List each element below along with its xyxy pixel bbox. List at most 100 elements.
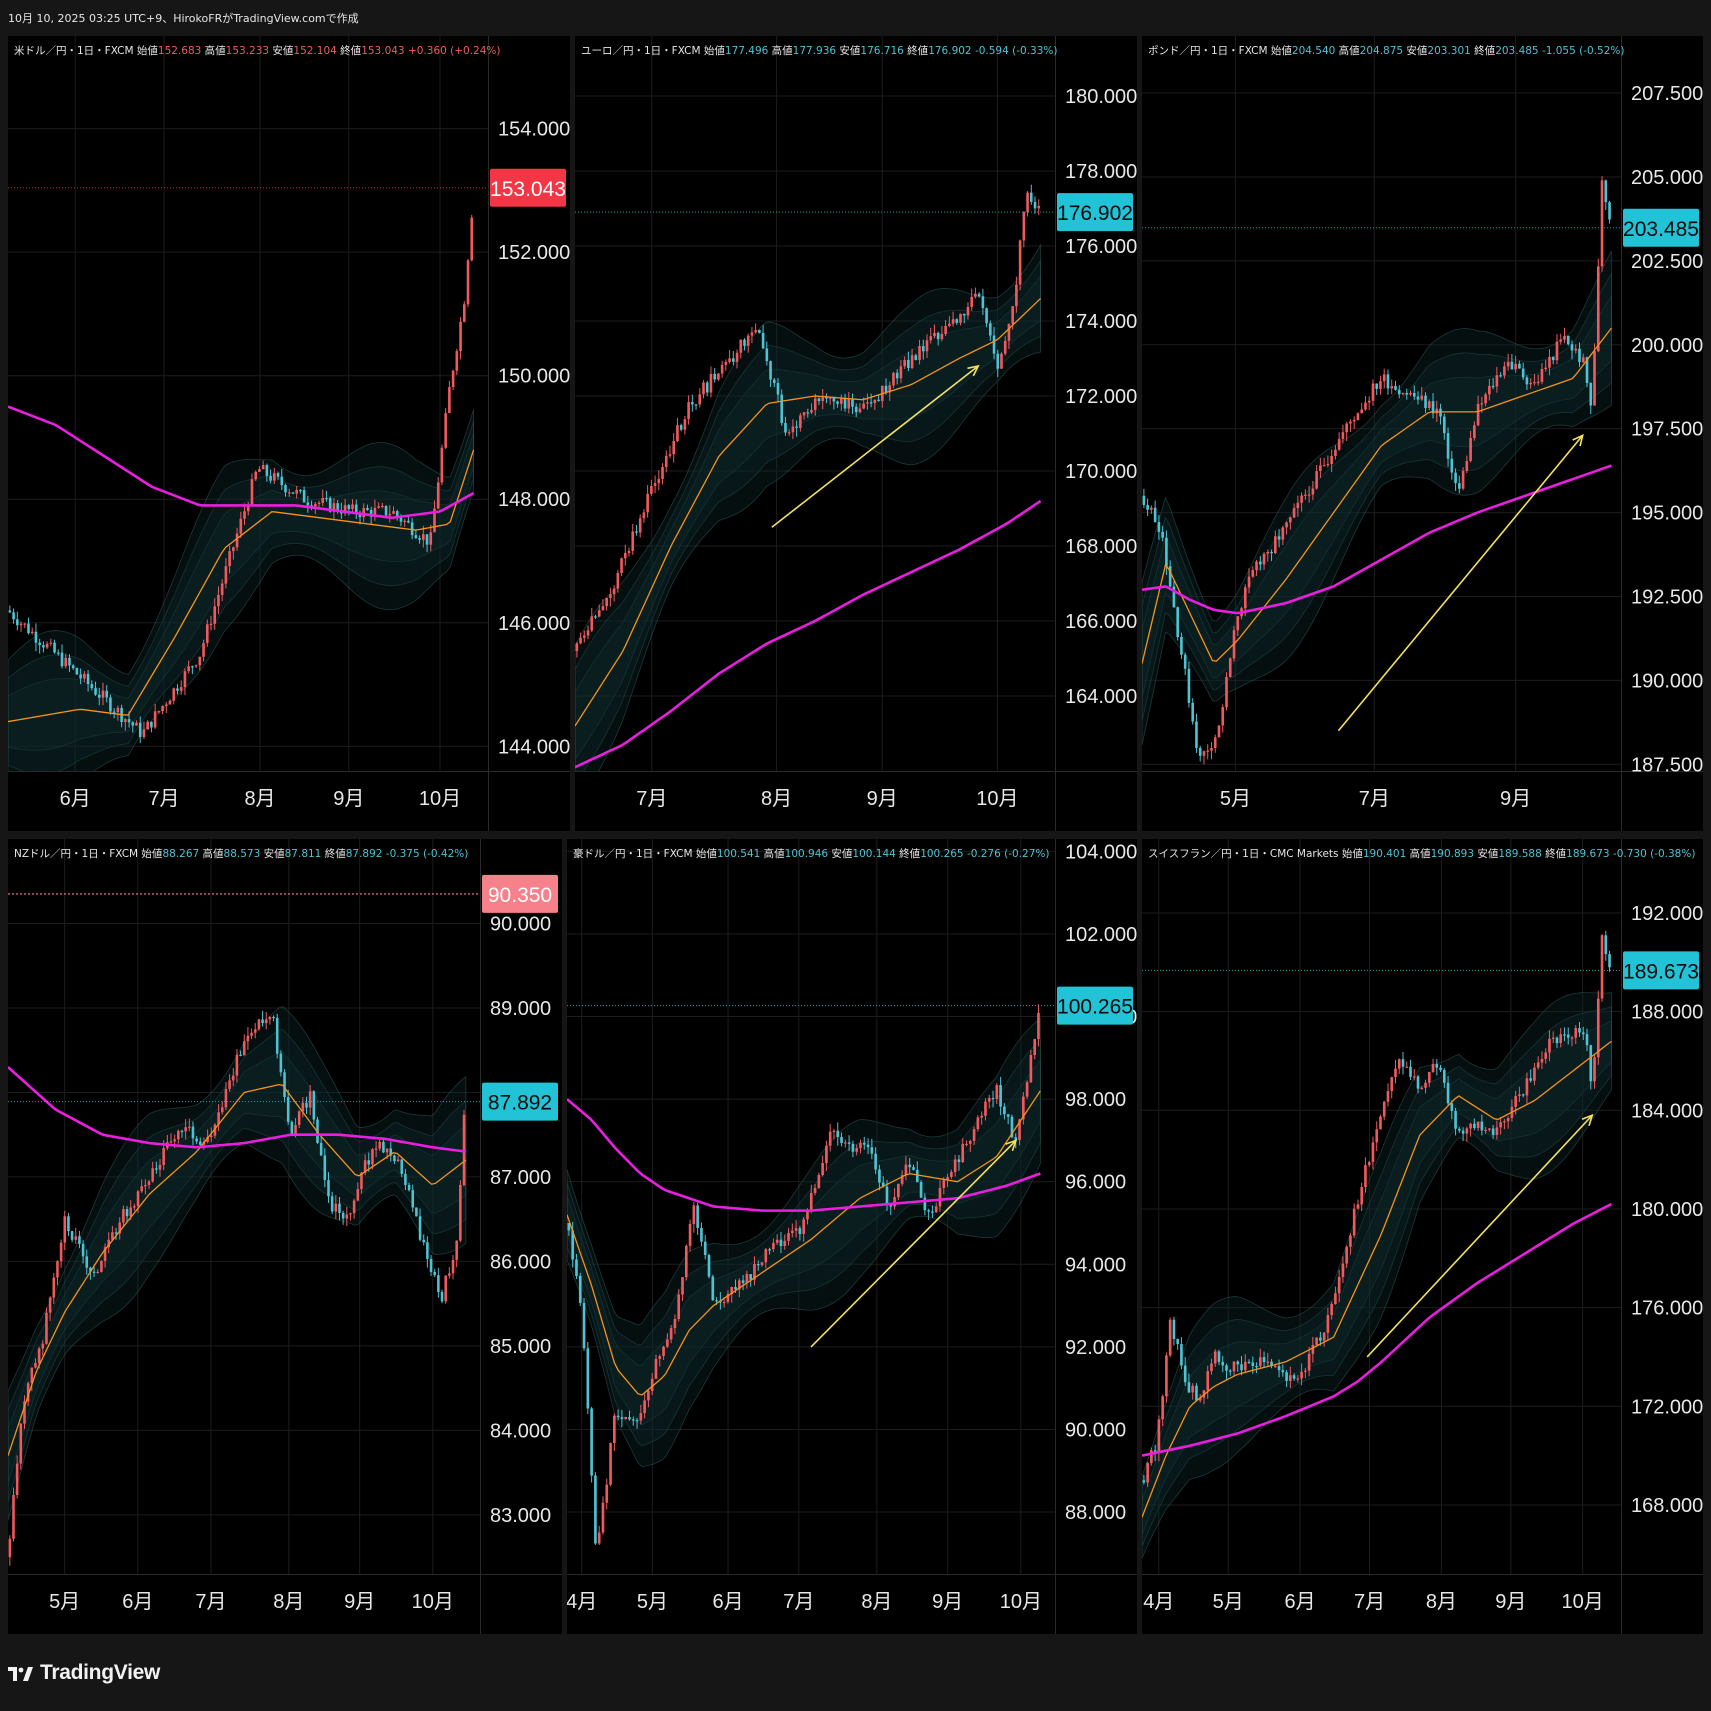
candle-body [385, 1148, 389, 1153]
candle-body [961, 1143, 965, 1163]
candle-body [1420, 1087, 1424, 1089]
candle-body [692, 1205, 696, 1225]
candle-body [349, 1213, 352, 1215]
candle-body [1292, 508, 1296, 518]
candle-body [153, 711, 157, 728]
tradingview-logo[interactable]: TradingView [8, 1659, 160, 1687]
chart-panel-gbpjpy[interactable]: 207.500 205.000 202.500 200.000 197.500 195.0… [1142, 36, 1703, 831]
candle-body [1581, 357, 1585, 363]
y-tick-label: 180.000 [1065, 86, 1137, 108]
legend-open-value: 100.541 [717, 848, 760, 860]
candle-body [194, 665, 198, 667]
candle-body [899, 366, 903, 379]
candle-body [279, 1053, 283, 1073]
candle-body [1210, 748, 1213, 751]
candle-body [1367, 1162, 1371, 1166]
candle-body [970, 296, 973, 307]
x-tick-label: 7月 [195, 1591, 226, 1613]
candle-body [343, 505, 347, 514]
candle-body [1330, 456, 1333, 465]
candle-body [590, 616, 594, 631]
candle-body [297, 1111, 301, 1125]
candle-body [1514, 363, 1517, 370]
candle-body [921, 346, 925, 352]
candle-body [927, 1210, 930, 1212]
chart-panel-eurjpy[interactable]: 180.000 178.000 176.000 174.000 172.000 170.0… [575, 36, 1137, 831]
candle-body [173, 1139, 176, 1142]
candle-body [582, 1302, 586, 1349]
chart-panel-chfjpy[interactable]: 192.000 188.000 184.000 180.000 176.000 172.0… [1142, 839, 1703, 1634]
candle-body [89, 1267, 92, 1272]
y-tick-label: 176.000 [1065, 236, 1137, 258]
candle-body [334, 1203, 338, 1212]
price-tag: 87.892 [482, 1082, 558, 1121]
candle-body [451, 1259, 455, 1274]
candle-body [795, 426, 798, 428]
candle-body [878, 1169, 881, 1183]
candle-body [635, 1420, 639, 1422]
candle-body [1563, 335, 1566, 340]
candle-body [1037, 205, 1041, 209]
candle-body [1442, 1070, 1446, 1083]
candle-body [295, 489, 298, 494]
y-tick-label: 205.000 [1631, 167, 1703, 189]
reference-tag: 90.350 [482, 874, 558, 913]
candle-body [125, 1209, 129, 1217]
legend-close-label: 終値 [904, 44, 929, 57]
candle-body [594, 616, 597, 618]
candle-body [45, 1312, 48, 1344]
candle-body [1289, 517, 1292, 523]
legend-close-label: 終値 [337, 44, 362, 57]
candle-body [996, 353, 1000, 369]
candle-body [730, 1287, 734, 1295]
candle-body [1228, 1370, 1232, 1372]
plot-area [8, 214, 475, 771]
candle-body [768, 1249, 771, 1251]
y-tick-label: 207.500 [1631, 83, 1703, 105]
candle-body [642, 512, 646, 519]
candle-body [78, 1236, 81, 1244]
candle-body [388, 513, 392, 516]
candle-body [242, 1041, 246, 1056]
candle-body [948, 323, 951, 326]
candle-body [661, 466, 664, 479]
candle-body [418, 538, 421, 540]
candle-body [269, 475, 272, 481]
candle-body [1473, 1123, 1476, 1129]
candle-body [1029, 1055, 1033, 1083]
candle-body [1345, 423, 1348, 433]
candle-body [1033, 201, 1037, 209]
candle-body [650, 485, 653, 494]
legend-low-label: 安値 [1403, 44, 1428, 57]
candle-body [1446, 433, 1450, 459]
chart-panel-usdjpy[interactable]: 154.000 152.000 150.000 148.000 146.000 144.0… [8, 36, 570, 831]
candle-body [892, 372, 895, 386]
candle-body [765, 348, 769, 362]
candle-body [362, 508, 366, 518]
candle-body [1255, 1365, 1258, 1368]
y-tick-label: 168.000 [1065, 536, 1137, 558]
candle-body [847, 1142, 851, 1144]
chart-panel-nzdjpy[interactable]: 90.00089.00088.00087.00086.00085.00084.0… [8, 839, 562, 1634]
candle-body [817, 1175, 821, 1188]
candle-body [1326, 1315, 1330, 1333]
candle-body [206, 1136, 209, 1142]
legend-close-value: 87.892 [346, 848, 383, 860]
candle-body [1232, 1361, 1236, 1372]
candle-body [373, 507, 377, 517]
candle-body [1465, 1128, 1469, 1134]
candle-body [1180, 636, 1183, 655]
candle-body [1412, 392, 1416, 397]
candle-body [1003, 1106, 1006, 1115]
y-tick-label: 188.000 [1631, 1002, 1703, 1024]
chart-panel-audjpy[interactable]: 104.000102.000100.00098.00096.00094.0009… [567, 839, 1137, 1634]
candle-body [470, 217, 474, 261]
legend-symbol: ポンド／円・1日・FXCM [1148, 45, 1268, 57]
candle-body [966, 306, 970, 316]
candle-body [737, 1280, 741, 1290]
candle-body [1604, 935, 1608, 955]
candle-body [8, 1538, 12, 1558]
candle-body [722, 1301, 726, 1304]
candle-body [1225, 1365, 1228, 1371]
candle-body [205, 624, 209, 644]
